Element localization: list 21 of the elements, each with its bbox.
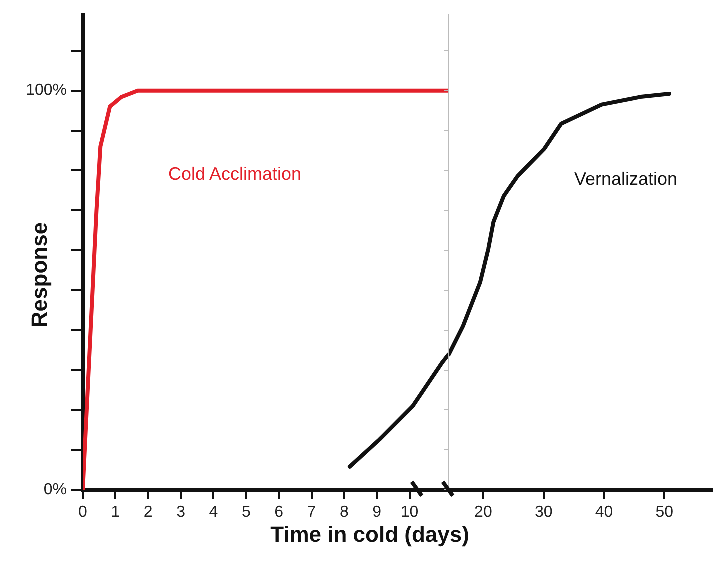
x-tick-label: 5 bbox=[242, 504, 251, 522]
y-tick-label: 100% bbox=[26, 82, 67, 100]
x-tick-label: 30 bbox=[534, 504, 553, 522]
x-tick-label: 4 bbox=[209, 504, 218, 522]
x-tick-label: 3 bbox=[176, 504, 186, 522]
x-tick-label: 20 bbox=[474, 504, 492, 522]
y-axis-title: Response bbox=[27, 222, 53, 328]
x-tick-label: 9 bbox=[372, 504, 382, 522]
text: Cold Acclimation bbox=[168, 164, 302, 184]
x-tick-label: 1 bbox=[111, 504, 120, 522]
x-tick-label: 8 bbox=[340, 504, 349, 522]
x-tick-label: 40 bbox=[595, 504, 614, 522]
y-tick-label: 0% bbox=[44, 481, 67, 498]
series-label: Vernalization bbox=[574, 168, 678, 189]
x-tick-label: 50 bbox=[656, 504, 674, 522]
x-tick-label: 6 bbox=[274, 504, 284, 522]
x-tick-label: 0 bbox=[78, 504, 88, 522]
x-tick-label: 10 bbox=[400, 504, 419, 522]
x-tick-label: 2 bbox=[144, 504, 153, 522]
x-axis-title: Time in cold (days) bbox=[270, 522, 470, 548]
x-tick-label: 7 bbox=[307, 504, 316, 522]
